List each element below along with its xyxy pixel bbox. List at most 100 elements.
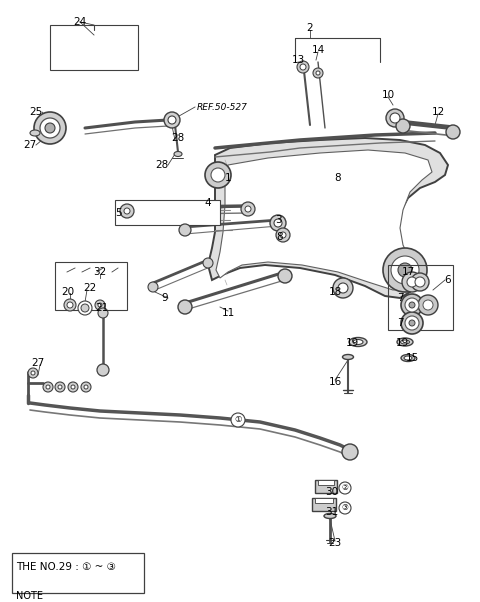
- Circle shape: [297, 61, 309, 73]
- Text: 7: 7: [396, 293, 403, 303]
- Text: 28: 28: [171, 133, 185, 143]
- Circle shape: [203, 258, 213, 268]
- Text: 27: 27: [31, 358, 45, 368]
- Circle shape: [401, 294, 423, 316]
- Ellipse shape: [30, 130, 40, 136]
- Ellipse shape: [174, 152, 182, 157]
- Text: ③: ③: [342, 503, 348, 512]
- Circle shape: [58, 385, 62, 389]
- Circle shape: [411, 273, 429, 291]
- Text: 8: 8: [335, 173, 341, 183]
- Circle shape: [402, 272, 422, 292]
- Circle shape: [120, 204, 134, 218]
- Circle shape: [386, 109, 404, 127]
- Text: 19: 19: [396, 338, 408, 348]
- Circle shape: [339, 502, 351, 514]
- Polygon shape: [216, 150, 432, 290]
- Circle shape: [64, 299, 76, 311]
- Text: ②: ②: [342, 483, 348, 492]
- Ellipse shape: [401, 355, 415, 361]
- Text: 18: 18: [328, 287, 342, 297]
- Text: 24: 24: [73, 17, 86, 27]
- Bar: [115, 200, 220, 225]
- Circle shape: [34, 112, 66, 144]
- Circle shape: [338, 283, 348, 293]
- Circle shape: [391, 256, 419, 284]
- Text: ①: ①: [234, 415, 242, 424]
- Circle shape: [148, 282, 158, 292]
- Text: 8: 8: [276, 232, 283, 242]
- Circle shape: [401, 312, 423, 334]
- Ellipse shape: [400, 340, 409, 344]
- Circle shape: [407, 277, 417, 287]
- Circle shape: [276, 228, 290, 242]
- Circle shape: [168, 116, 176, 124]
- Circle shape: [342, 444, 358, 460]
- Circle shape: [409, 302, 415, 308]
- Circle shape: [178, 300, 192, 314]
- Circle shape: [270, 215, 286, 231]
- Text: 28: 28: [156, 160, 168, 170]
- Circle shape: [45, 123, 55, 133]
- Circle shape: [415, 277, 425, 287]
- Circle shape: [280, 232, 286, 238]
- Circle shape: [313, 68, 323, 78]
- Circle shape: [398, 263, 412, 277]
- Text: 13: 13: [291, 55, 305, 65]
- Polygon shape: [208, 138, 448, 298]
- Circle shape: [98, 308, 108, 318]
- Ellipse shape: [343, 355, 353, 359]
- Bar: [318, 480, 334, 485]
- Text: 23: 23: [328, 538, 342, 548]
- Circle shape: [409, 320, 415, 326]
- Bar: [315, 480, 337, 493]
- Circle shape: [339, 482, 351, 494]
- Circle shape: [333, 278, 353, 298]
- Bar: [50, 25, 138, 70]
- Circle shape: [81, 382, 91, 392]
- Ellipse shape: [404, 356, 412, 360]
- Bar: [388, 265, 453, 330]
- Circle shape: [81, 304, 89, 312]
- Bar: [12, 553, 144, 593]
- Text: 27: 27: [24, 140, 36, 150]
- Text: 32: 32: [94, 267, 107, 277]
- Circle shape: [55, 382, 65, 392]
- Text: 21: 21: [96, 303, 108, 313]
- Text: 19: 19: [346, 338, 359, 348]
- Circle shape: [423, 300, 433, 310]
- Ellipse shape: [349, 338, 367, 347]
- Text: 5: 5: [115, 208, 121, 218]
- Ellipse shape: [397, 338, 413, 346]
- Circle shape: [95, 300, 105, 310]
- Ellipse shape: [324, 514, 336, 518]
- Text: 12: 12: [432, 107, 444, 117]
- Circle shape: [245, 206, 251, 212]
- Circle shape: [179, 224, 191, 236]
- Text: REF.50-527: REF.50-527: [197, 102, 248, 111]
- Text: 7: 7: [396, 318, 403, 328]
- Circle shape: [316, 71, 320, 75]
- Text: 25: 25: [29, 107, 43, 117]
- Circle shape: [446, 125, 460, 139]
- Text: 10: 10: [382, 90, 395, 100]
- Circle shape: [241, 202, 255, 216]
- Circle shape: [396, 119, 410, 133]
- Circle shape: [97, 364, 109, 376]
- Bar: [55, 262, 127, 310]
- Circle shape: [46, 385, 50, 389]
- Circle shape: [78, 301, 92, 315]
- Circle shape: [164, 112, 180, 128]
- Bar: [315, 498, 333, 503]
- Circle shape: [300, 64, 306, 70]
- Circle shape: [84, 385, 88, 389]
- Circle shape: [40, 118, 60, 138]
- Text: 3: 3: [275, 215, 281, 225]
- Circle shape: [31, 371, 35, 375]
- Text: 17: 17: [401, 267, 415, 277]
- Circle shape: [124, 208, 130, 214]
- Circle shape: [205, 162, 231, 188]
- Text: 4: 4: [204, 198, 211, 208]
- Text: 6: 6: [444, 275, 451, 285]
- Circle shape: [418, 295, 438, 315]
